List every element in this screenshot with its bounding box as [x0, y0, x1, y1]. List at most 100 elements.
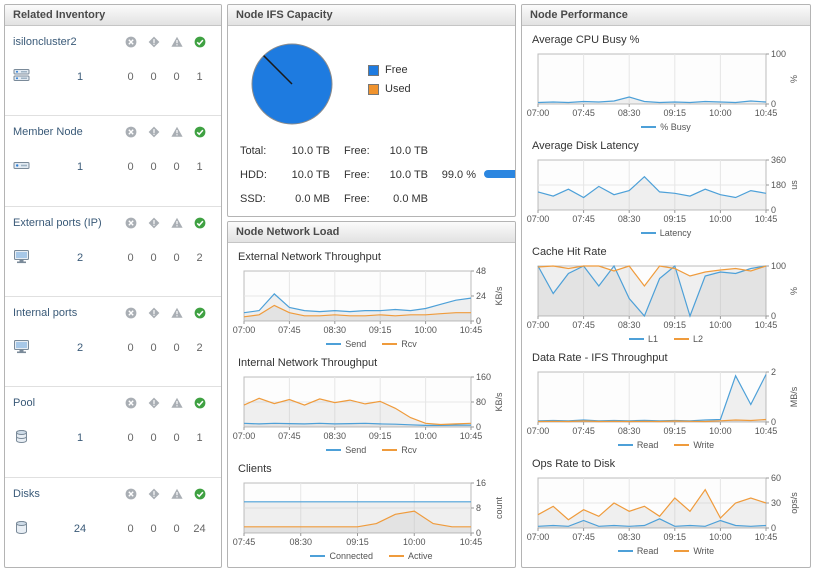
status-count: 0 [127, 522, 134, 535]
capacity-free-label: Free: [344, 193, 370, 205]
svg-text:ops/s: ops/s [789, 492, 799, 514]
legend-swatch [382, 449, 398, 451]
chart-plot[interactable]: 07:00 07:45 08:30 09:15 10:00 10:450 2 MB/s [527, 367, 800, 436]
capacity-percent: 99.0 % [441, 169, 476, 181]
svg-text:48: 48 [476, 266, 486, 276]
status-count: 0 [127, 341, 134, 354]
svg-text:30: 30 [771, 498, 781, 508]
inventory-item-name[interactable]: External ports (IP) [13, 216, 102, 229]
legend-item: Rcv [382, 445, 417, 455]
svg-text:09:15: 09:15 [346, 537, 369, 547]
chart-plot[interactable]: 07:00 07:45 08:30 09:15 10:00 10:450 30 60 ops/s [527, 473, 800, 542]
inventory-item-count[interactable]: 24 [73, 522, 87, 535]
svg-text:08:30: 08:30 [618, 320, 641, 330]
related-inventory-panel: Related Inventory isiloncluster2 1 0 0 0 1 Mem… [4, 4, 222, 568]
legend-label: Free [385, 64, 408, 76]
svg-text:10:00: 10:00 [709, 532, 732, 542]
inventory-item-count[interactable]: 1 [76, 161, 84, 174]
legend-item: Send [326, 445, 366, 455]
legend-item: Read [617, 440, 658, 450]
svg-text:360: 360 [771, 155, 786, 165]
inventory-row: External ports (IP) 2 0 0 0 2 [5, 207, 221, 297]
legend-item: L1 [628, 334, 658, 344]
svg-text:08:30: 08:30 [618, 426, 641, 436]
svg-text:10:45: 10:45 [755, 214, 778, 224]
legend-item: Send [326, 339, 366, 349]
svg-text:count: count [494, 496, 504, 519]
chart-plot[interactable]: 07:00 07:45 08:30 09:15 10:00 10:450 100% [527, 261, 800, 330]
chart-block: External Network Throughput 07:00 07:45 08:… [228, 243, 515, 349]
fatal-icon [148, 126, 159, 138]
inventory-list: isiloncluster2 1 0 0 0 1 Member Node 1 0 0 0 1 Exter… [5, 26, 221, 567]
status-count: 0 [150, 251, 157, 264]
status-count: 0 [150, 432, 157, 445]
inventory-item-count[interactable]: 1 [76, 71, 84, 83]
panel-title-node-performance: Node Performance [522, 5, 810, 26]
svg-text:09:15: 09:15 [664, 426, 687, 436]
svg-text:MB/s: MB/s [789, 386, 799, 407]
pool-icon [16, 430, 27, 444]
chart-plot[interactable]: 07:45 08:30 09:15 10:00 10:450 8 16 count [233, 478, 505, 547]
legend-item: Connected [310, 551, 373, 561]
svg-text:08:30: 08:30 [618, 532, 641, 542]
normal-icon [194, 488, 205, 500]
legend-item: Write [674, 546, 714, 556]
inventory-item-count[interactable]: 2 [76, 341, 84, 354]
status-count: 1 [196, 161, 203, 174]
capacity-label: HDD: [240, 169, 267, 181]
chart-legend: L1 L2 [532, 334, 800, 344]
status-count: 0 [150, 341, 157, 354]
chart-legend: Connected Active [238, 551, 505, 561]
svg-text:08:30: 08:30 [289, 537, 312, 547]
inventory-item-name[interactable]: Member Node [13, 126, 83, 139]
status-count: 0 [127, 432, 134, 445]
capacity-free-value: 10.0 TB [389, 145, 428, 157]
inventory-item-name[interactable]: isiloncluster2 [13, 36, 77, 48]
legend-swatch [617, 550, 633, 552]
inventory-item-count[interactable]: 1 [76, 432, 84, 445]
inventory-item-name[interactable]: Pool [13, 397, 36, 410]
svg-text:08:30: 08:30 [324, 325, 347, 335]
error-icon [125, 126, 136, 138]
status-count: 2 [196, 251, 203, 264]
legend-swatch [617, 444, 633, 446]
status-count: 0 [173, 161, 180, 174]
svg-text:07:45: 07:45 [572, 320, 595, 330]
svg-text:07:45: 07:45 [572, 108, 595, 118]
legend-swatch [368, 64, 379, 76]
svg-text:0: 0 [476, 422, 481, 432]
legend-label: Rcv [401, 445, 417, 455]
svg-text:07:00: 07:00 [527, 426, 550, 436]
svg-text:0: 0 [771, 523, 776, 533]
svg-text:07:45: 07:45 [233, 537, 256, 547]
chart-plot[interactable]: 07:00 07:45 08:30 09:15 10:00 10:450 100% [527, 49, 800, 118]
chart-title: Clients [238, 463, 272, 475]
svg-text:0: 0 [771, 205, 776, 215]
node-ifs-capacity-panel: Node IFS Capacity Free Used Total: 10.0 TB… [227, 4, 516, 217]
svg-text:07:00: 07:00 [233, 325, 256, 335]
chart-plot[interactable]: 07:00 07:45 08:30 09:15 10:00 10:450 180 360 us [527, 155, 800, 224]
warning-icon [170, 36, 183, 47]
svg-text:0: 0 [771, 417, 776, 427]
fatal-icon [148, 307, 159, 319]
inventory-item-count[interactable]: 2 [76, 251, 84, 264]
svg-text:10:45: 10:45 [755, 532, 778, 542]
status-count: 0 [150, 522, 157, 535]
error-icon [125, 307, 136, 319]
svg-text:09:15: 09:15 [664, 214, 687, 224]
chart-title: Data Rate - IFS Throughput [532, 352, 668, 364]
inventory-item-name[interactable]: Disks [13, 487, 40, 500]
chart-plot[interactable]: 07:00 07:45 08:30 09:15 10:00 10:450 24 48 KB/s [233, 266, 505, 335]
inventory-item-name[interactable]: Internal ports [13, 306, 78, 319]
legend-swatch [674, 550, 690, 552]
legend-label: Write [693, 440, 715, 450]
svg-text:09:15: 09:15 [664, 320, 687, 330]
legend-label: Read [636, 546, 659, 556]
inventory-row: Member Node 1 0 0 0 1 [5, 116, 221, 207]
capacity-pie-chart[interactable] [246, 38, 338, 130]
chart-block: Internal Network Throughput 07:00 07:45 08:… [228, 349, 515, 455]
capacity-label: Total: [240, 145, 267, 157]
status-count: 0 [173, 341, 180, 354]
svg-text:07:45: 07:45 [572, 214, 595, 224]
